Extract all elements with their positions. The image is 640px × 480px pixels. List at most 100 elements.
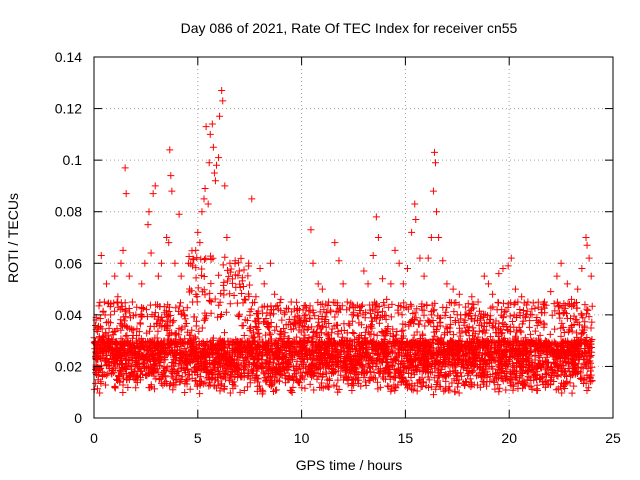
- data-point-bg: [227, 265, 235, 273]
- data-point: [369, 252, 377, 260]
- data-point-bg: [114, 299, 122, 307]
- data-point-bg: [154, 327, 162, 335]
- data-point-bg: [234, 312, 242, 320]
- data-point-bg: [216, 298, 224, 306]
- data-point-bg: [178, 324, 186, 332]
- data-point-bg: [215, 271, 223, 279]
- data-point-bg: [240, 266, 248, 274]
- data-point-bg: [450, 308, 458, 316]
- data-point-bg: [226, 290, 234, 298]
- data-point: [252, 293, 260, 301]
- data-point-bg: [333, 321, 341, 329]
- data-point: [518, 293, 526, 301]
- data-point-bg: [269, 380, 277, 388]
- data-point-bg: [318, 379, 326, 387]
- data-point: [427, 234, 435, 241]
- data-point-bg: [230, 292, 238, 300]
- data-point-bg: [187, 287, 195, 295]
- data-point: [484, 280, 492, 288]
- data-point: [202, 123, 210, 131]
- data-point: [511, 285, 519, 293]
- data-point-bg: [531, 327, 539, 335]
- data-point: [219, 97, 227, 105]
- data-point: [122, 190, 130, 198]
- data-point-bg: [568, 389, 576, 397]
- data-point-bg: [376, 383, 384, 391]
- y-tick-label: 0.1: [63, 152, 83, 168]
- data-point-bg: [430, 391, 438, 399]
- data-point-bg: [137, 374, 145, 382]
- data-point: [209, 143, 217, 151]
- data-point-bg: [264, 319, 272, 327]
- data-point-bg: [551, 325, 559, 333]
- data-point-bg: [263, 363, 271, 371]
- data-point: [151, 182, 159, 190]
- data-point: [429, 187, 437, 195]
- y-tick-label: 0.12: [55, 101, 82, 117]
- data-point: [578, 264, 586, 272]
- data-point-bg: [95, 302, 103, 310]
- data-point: [412, 215, 420, 223]
- data-point: [468, 293, 476, 301]
- data-point-bg: [421, 322, 429, 330]
- data-point-bg: [207, 255, 215, 263]
- data-point-bg: [96, 389, 104, 397]
- data-point-bg: [416, 317, 424, 325]
- data-point-bg: [502, 386, 510, 394]
- data-point-bg: [363, 324, 371, 332]
- data-point: [256, 264, 264, 272]
- data-point-bg: [226, 300, 234, 308]
- data-point-bg: [316, 384, 324, 392]
- data-point-bg: [583, 305, 591, 313]
- data-point: [587, 272, 595, 280]
- data-point: [287, 298, 295, 306]
- data-point-bg: [107, 369, 115, 377]
- data-point-bg: [124, 384, 132, 392]
- data-point: [411, 200, 419, 208]
- data-point-bg: [132, 384, 140, 392]
- data-point: [147, 249, 155, 257]
- data-point-bg: [420, 311, 428, 319]
- data-point: [416, 254, 424, 262]
- data-point-bg: [240, 386, 248, 394]
- data-point: [200, 195, 208, 203]
- data-point-bg: [577, 310, 585, 318]
- data-point-bg: [278, 316, 286, 324]
- data-point-bg: [588, 302, 596, 310]
- data-point-bg: [367, 314, 375, 322]
- data-point-bg: [531, 304, 539, 312]
- data-point: [168, 187, 176, 195]
- data-point-bg: [384, 382, 392, 390]
- data-point: [339, 280, 347, 288]
- data-point-bg: [146, 384, 154, 392]
- data-point: [111, 272, 119, 280]
- data-point-bg: [415, 320, 423, 328]
- data-point-bg: [262, 378, 270, 386]
- data-point-bg: [521, 382, 529, 390]
- data-point-bg: [527, 347, 535, 355]
- data-point-bg: [293, 357, 301, 365]
- y-tick-label: 0.06: [55, 255, 82, 271]
- data-point-bg: [529, 299, 537, 307]
- data-point-bg: [198, 324, 206, 332]
- data-point-bg: [337, 371, 345, 379]
- data-point: [189, 298, 197, 306]
- data-point-bg: [496, 384, 504, 392]
- data-point-bg: [588, 363, 596, 371]
- data-point: [335, 257, 343, 265]
- data-point-bg: [113, 298, 121, 306]
- data-point: [524, 298, 532, 306]
- data-point: [307, 226, 315, 234]
- data-point-bg: [287, 387, 295, 395]
- data-point-bg: [219, 261, 227, 269]
- data-point-bg: [310, 386, 318, 394]
- data-point-bg: [263, 303, 271, 311]
- x-tick-label: 25: [605, 430, 621, 446]
- data-point-bg: [205, 296, 213, 304]
- data-point-bg: [408, 369, 416, 377]
- data-point: [318, 285, 326, 293]
- data-point: [102, 280, 110, 288]
- data-point: [331, 239, 339, 247]
- data-point: [215, 154, 223, 162]
